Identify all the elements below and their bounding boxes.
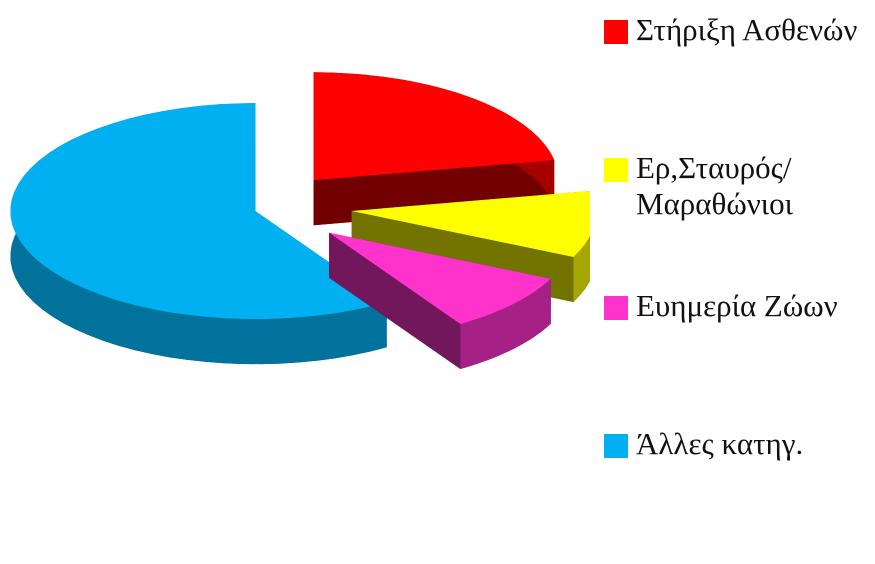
pie-slice xyxy=(329,232,551,369)
legend: Στήριξη Ασθενών Ερ,Σταυρός/ Μαραθώνιοι Ευη… xyxy=(600,12,875,564)
pie-slice xyxy=(10,103,387,365)
legend-label: Άλλες κατηγ. xyxy=(636,426,804,461)
chart xyxy=(10,72,590,369)
legend-item: Ερ,Σταυρός/ Μαραθώνιοι xyxy=(600,150,875,288)
legend-label: Στήριξη Ασθενών xyxy=(636,12,858,47)
slice-top xyxy=(10,103,387,320)
legend-swatch xyxy=(604,158,628,182)
slice-rim xyxy=(460,278,551,369)
slice-top xyxy=(329,232,551,324)
legend-item: Άλλες κατηγ. xyxy=(600,426,875,564)
legend-label: Ερ,Σταυρός/ Μαραθώνιοι xyxy=(636,150,793,221)
legend-item: Ευημερία Ζώων xyxy=(600,288,875,426)
slice-wall xyxy=(329,232,461,369)
legend-item: Στήριξη Ασθενών xyxy=(600,12,875,150)
slice-top xyxy=(313,72,555,181)
legend-swatch xyxy=(604,434,628,458)
slice-rim xyxy=(573,236,590,302)
legend-swatch xyxy=(604,20,628,44)
legend-swatch xyxy=(604,296,628,320)
page: Στήριξη Ασθενών Ερ,Σταυρός/ Μαραθώνιοι Ευη… xyxy=(10,12,858,461)
slice-top xyxy=(351,190,590,257)
pie-slice xyxy=(313,72,555,226)
legend-label: Ευημερία Ζώων xyxy=(636,288,838,323)
